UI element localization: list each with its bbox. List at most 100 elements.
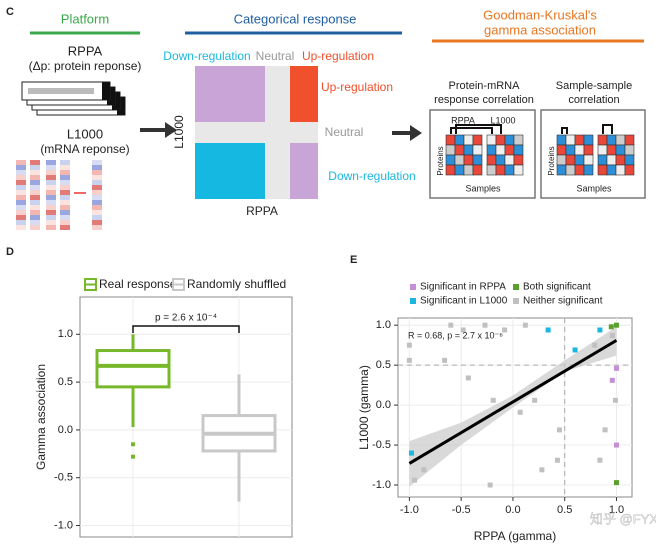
point [442,357,448,363]
grid-cell [445,144,456,156]
grid-cell [495,154,506,166]
grid-cell [486,134,497,146]
legend-label: Significant in L1000 [420,296,508,307]
significance-bracket [132,325,240,333]
category-matrix [195,66,318,199]
strip-cell [92,205,102,210]
strip-cell [60,165,70,170]
card-edge [107,87,115,105]
point [490,397,496,403]
grid-cell [606,164,617,176]
cell [195,143,265,199]
strip-cell [60,210,70,215]
grid-cell [472,134,483,146]
grid-cell [565,134,576,146]
grid-cell [597,134,608,146]
grid-cell [583,134,594,146]
strip-cell [60,185,70,190]
grid-cell [495,134,506,146]
group-label: RPPA [451,115,475,125]
box [95,349,171,389]
grid-cell [472,144,483,156]
strip-cell [30,200,40,205]
strip-cell [46,210,56,215]
legend-key [513,284,519,290]
grid-cell [454,144,465,156]
grid-cell [565,144,576,156]
point [572,347,578,353]
point [487,482,493,488]
y-tick-label: 1.0 [376,319,391,331]
strip-cell [92,160,102,165]
strip-cell [16,170,26,175]
point [517,409,523,415]
y-tick-label: 0.5 [376,359,391,371]
platform-rppa: RPPA [68,43,103,58]
grid-cell [472,154,483,166]
y-tick-label: -0.5 [372,439,391,451]
point [539,467,545,473]
annotation: R = 0.68, p = 2.7 x 10⁻⁶ [408,330,503,340]
strip-cell [30,175,40,180]
grid-cell [615,134,626,146]
grid-cell [463,144,474,156]
strip-cell [60,160,70,165]
point [412,477,418,483]
grid-cell [445,134,456,146]
legend-label: Both significant [523,282,591,293]
point [522,322,528,328]
watermark: 知乎 @FYXN [590,511,656,526]
grid-cell [565,164,576,176]
grid-cell [513,154,524,166]
point [613,480,619,486]
grid-cell [606,144,617,156]
y-tick-label: 0.0 [376,399,391,411]
point [465,375,471,381]
platform-title: Platform [61,11,109,26]
strip-cell [92,200,102,205]
strip-cell [60,190,70,195]
category-label: Up-regulation [302,49,374,63]
outlier [131,454,135,459]
axis-label: L1000 [172,115,186,149]
grid-cell [504,164,515,176]
strip-cell [46,215,56,220]
box-title: response correlation [434,94,534,106]
y-tick-label: 0.5 [58,376,73,388]
grid-cell [445,154,456,166]
strip-cell [46,180,56,185]
l1000-strips [16,160,102,230]
point [597,457,603,463]
arrow [392,125,422,141]
strip-cell [30,205,40,210]
grid-cell [583,154,594,166]
box-title: correlation [568,94,619,106]
card-band [28,88,94,94]
point [554,457,560,463]
card-edge [117,97,125,115]
point [613,322,619,328]
strip-cell [46,220,56,225]
card-edge [102,82,110,100]
cell [290,66,318,122]
strip-cell [92,165,102,170]
strip-cell [92,175,102,180]
grid-cell [556,134,567,146]
point [609,377,615,383]
strip-cell [46,200,56,205]
point [406,357,412,363]
point [406,342,412,348]
strip-cell [30,190,40,195]
strip-cell [92,190,102,195]
strip-cell [92,180,102,185]
strip-cell [30,225,40,230]
point [592,342,598,348]
strip-cell [46,165,56,170]
grid-cell [513,164,524,176]
category-label: Down-regulation [163,49,250,63]
strip-cell [16,185,26,190]
grid-cell [583,144,594,156]
point [609,333,615,339]
strip-cell [16,220,26,225]
